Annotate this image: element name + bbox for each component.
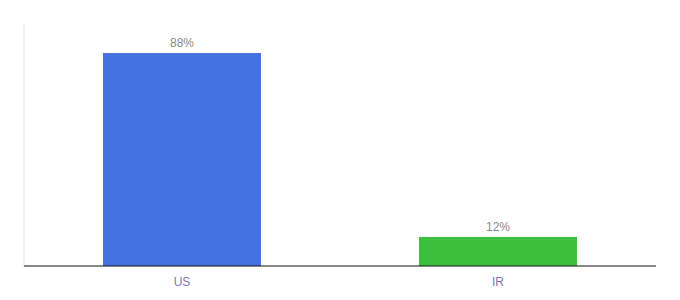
background (0, 0, 680, 300)
bar (419, 237, 577, 266)
y-axis-line (24, 24, 25, 266)
data-label: 88% (170, 36, 194, 50)
x-tick-label: US (174, 275, 191, 289)
x-axis-line (24, 265, 656, 266)
x-tick-label: IR (492, 275, 504, 289)
chart-svg: 88% 12% US IR (0, 0, 680, 300)
bar (103, 53, 261, 266)
bars (103, 53, 577, 266)
chart-container: 88% 12% US IR (0, 0, 680, 300)
data-label: 12% (486, 220, 510, 234)
